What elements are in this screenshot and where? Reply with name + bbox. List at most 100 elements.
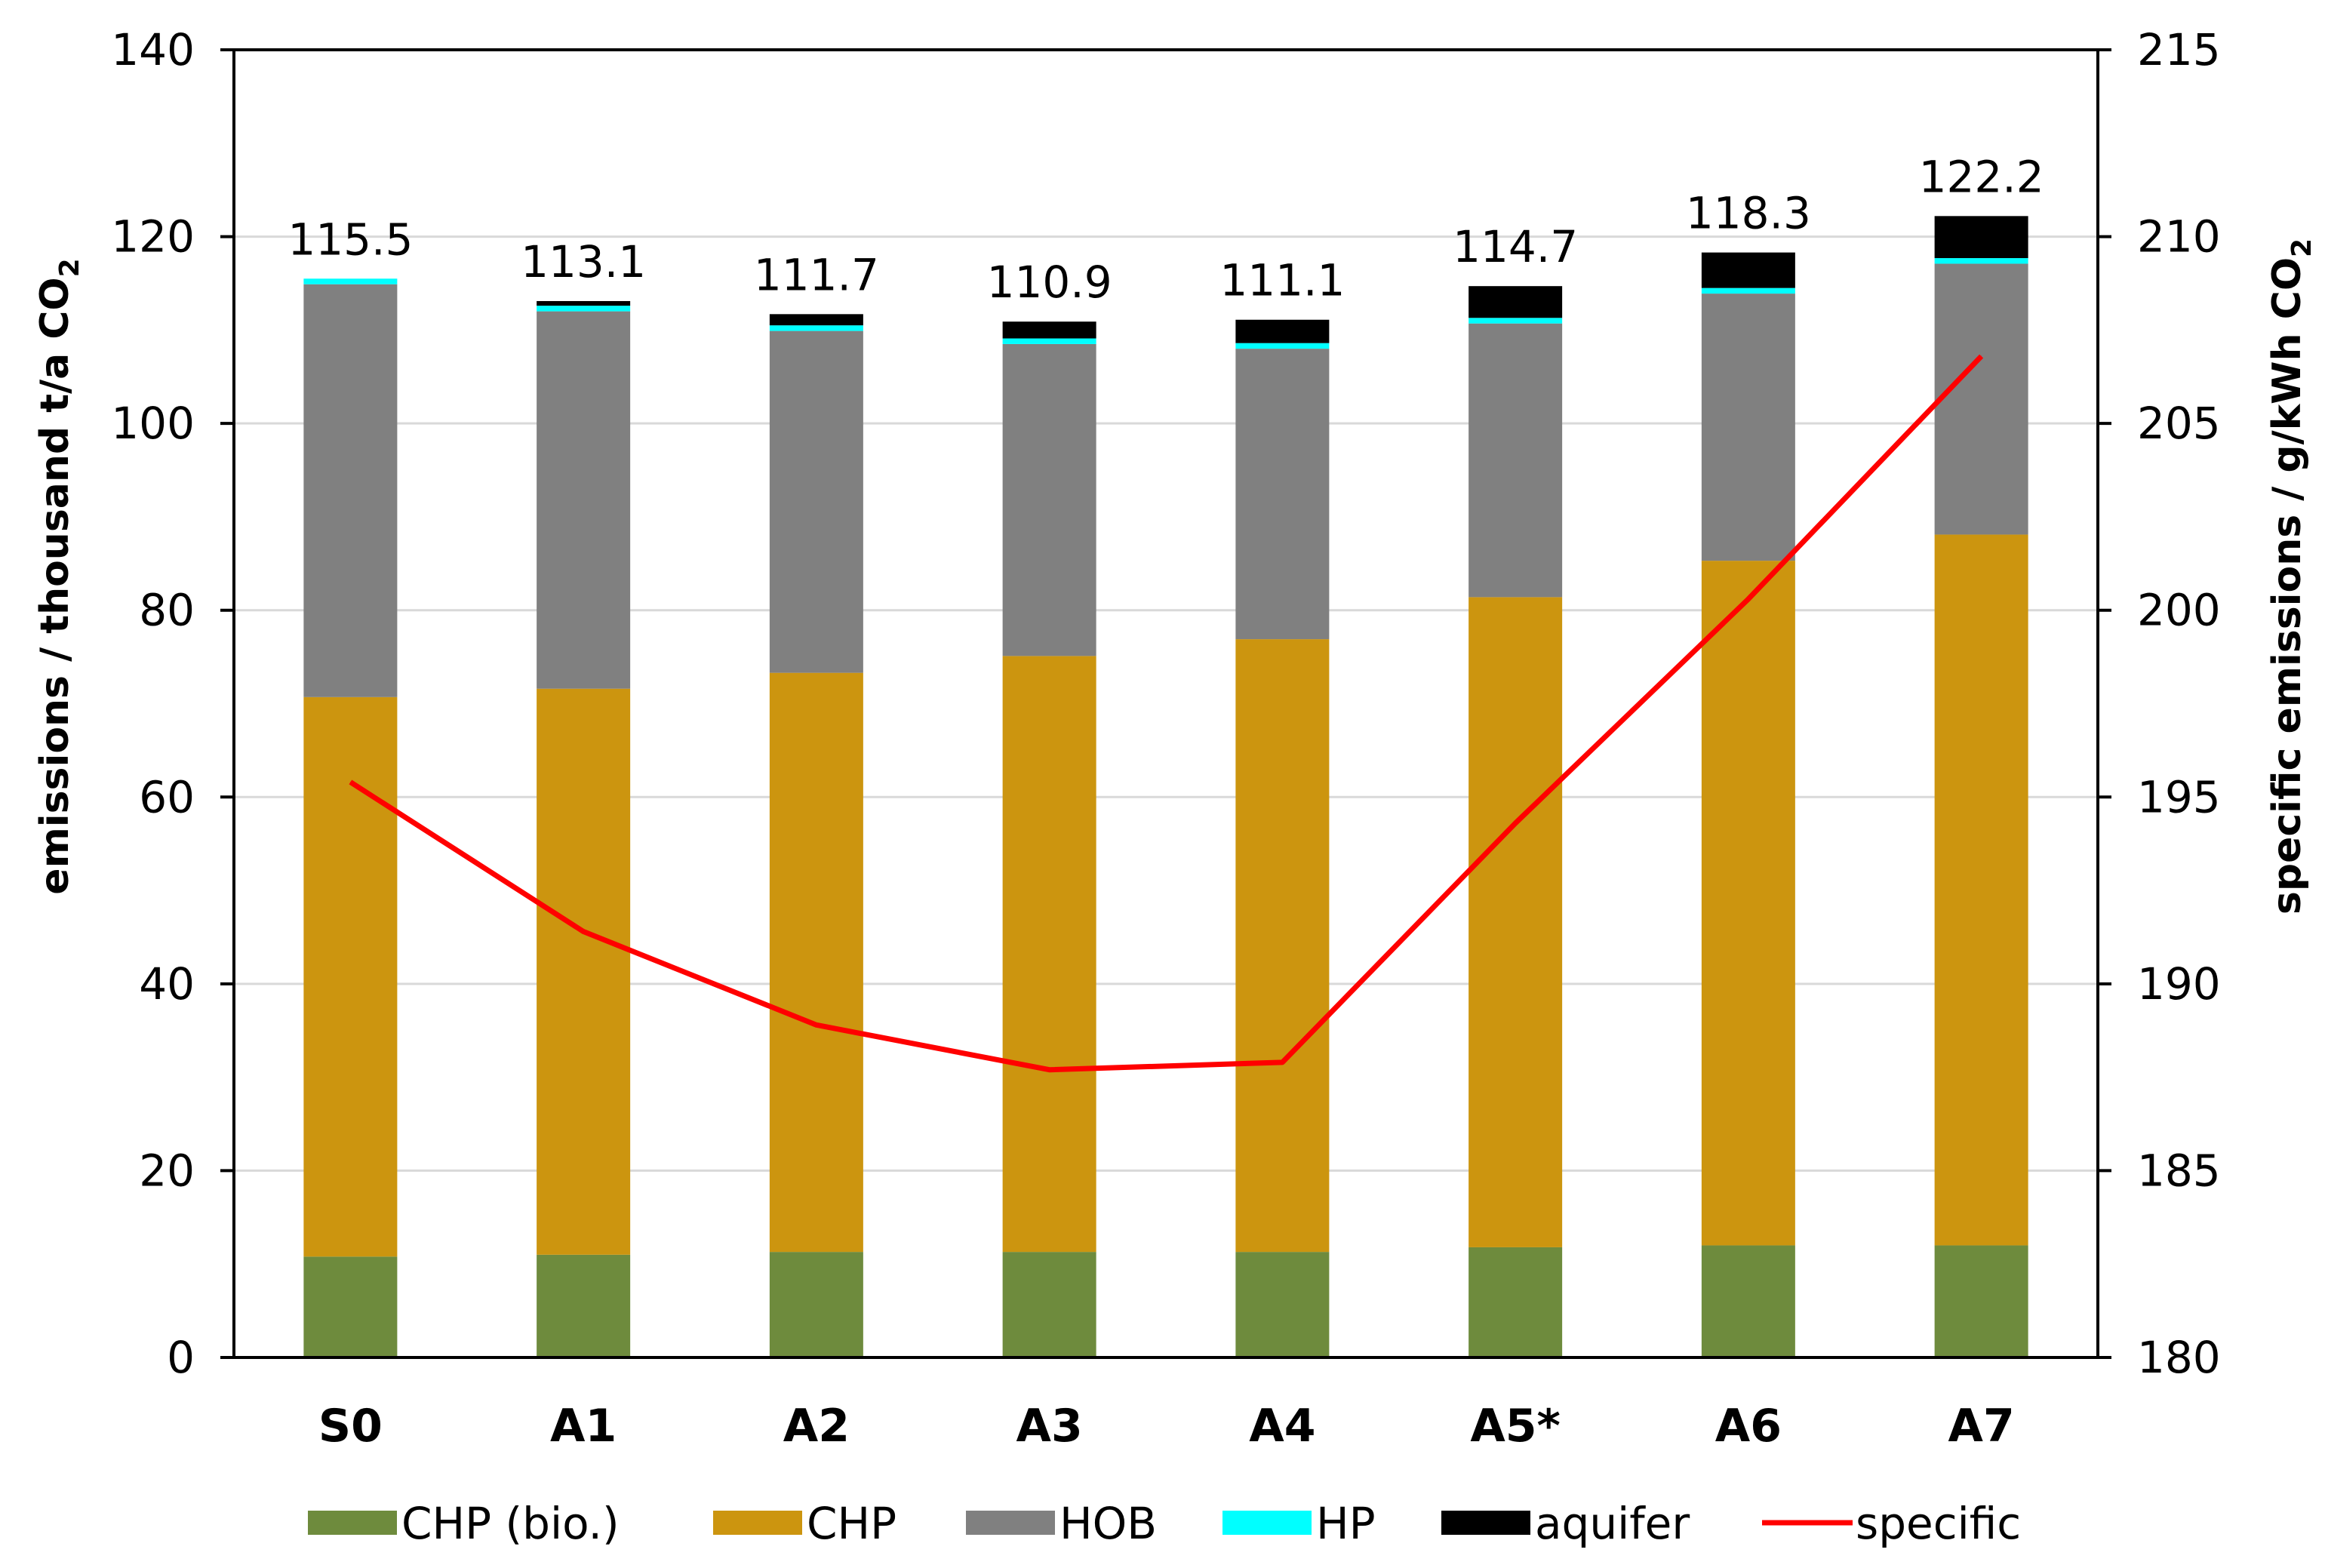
bar-a2-aquifer — [769, 314, 863, 326]
x-axis-categories: S0 A1 A2 A3 A4 A5* A6 A7 — [318, 1400, 2015, 1453]
bar-a1-aquifer — [537, 300, 631, 306]
y-axis-title: emissions / thousand t/a CO2 — [32, 258, 85, 894]
y-tick-label-20: 20 — [139, 1145, 195, 1196]
bar-stack-a7 — [1934, 216, 2028, 1357]
bar-a3-chp — [1002, 656, 1096, 1253]
y-tick-label-100: 100 — [111, 398, 195, 449]
legend-label-aquifer: aquifer — [1535, 1498, 1690, 1549]
bar-groups — [303, 216, 2028, 1357]
bar-a7-aquifer — [1934, 216, 2028, 259]
y-tick-label-40: 40 — [139, 958, 195, 1010]
legend-item-hob: HOB — [966, 1498, 1157, 1549]
bar-a5-chp — [1469, 597, 1563, 1247]
bar-a2-hob — [769, 331, 863, 673]
legend-swatch-aquifer — [1441, 1511, 1530, 1535]
category-label-a4: A4 — [1249, 1400, 1315, 1453]
bar-a1-chp — [537, 688, 631, 1255]
bar-a7-hob — [1934, 263, 2028, 535]
legend-item-hp: HP — [1222, 1498, 1376, 1549]
bar-a1-chp-bio — [537, 1254, 631, 1357]
bar-a2-hp — [769, 325, 863, 331]
specific-line — [349, 354, 1984, 1073]
y-tick-label-60: 60 — [139, 771, 195, 822]
total-label-a5: 114.7 — [1453, 221, 1578, 272]
plot-frame — [232, 48, 2099, 1359]
bar-a4-chp-bio — [1235, 1252, 1330, 1357]
bar-a6-chp — [1701, 561, 1795, 1246]
legend-label-chp: CHP — [807, 1498, 896, 1549]
specific-point-a3 — [1049, 1069, 1050, 1071]
bar-a5-hob — [1469, 323, 1563, 598]
bar-a3-hob — [1002, 343, 1096, 656]
legend-label-hp: HP — [1316, 1498, 1376, 1549]
bar-a3-aquifer — [1002, 321, 1096, 339]
category-label-a7: A7 — [1948, 1400, 2015, 1453]
bar-a3-chp-bio — [1002, 1252, 1096, 1357]
bar-s0-chp — [303, 696, 398, 1257]
bar-a7-chp — [1934, 534, 2028, 1246]
y2-tick-label-200: 200 — [2137, 585, 2221, 636]
bar-stack-a4 — [1235, 319, 1330, 1357]
bar-stack-a5 — [1469, 286, 1563, 1357]
legend-swatch-hob — [966, 1511, 1055, 1535]
bar-stack-a2 — [769, 314, 863, 1357]
y2-tick-label-210: 210 — [2137, 211, 2221, 263]
category-label-s0: S0 — [318, 1400, 383, 1453]
total-label-a2: 111.7 — [754, 249, 879, 300]
bar-a2-chp-bio — [769, 1252, 863, 1357]
category-label-a5: A5* — [1470, 1400, 1561, 1453]
total-label-a1: 113.1 — [521, 236, 646, 287]
plot-border — [232, 48, 2099, 1359]
bar-a6-hob — [1701, 294, 1795, 561]
y-tick-label-80: 80 — [139, 585, 195, 636]
category-label-a2: A2 — [783, 1400, 850, 1453]
bar-stack-a6 — [1701, 252, 1795, 1357]
y-axis-ticks: 0 20 40 60 80 100 120 140 — [111, 24, 234, 1383]
bar-a6-chp-bio — [1701, 1245, 1795, 1357]
bar-s0-hob — [303, 284, 398, 697]
bar-a5-chp-bio — [1469, 1247, 1563, 1357]
specific-point-a5 — [1515, 822, 1516, 824]
bar-stack-a1 — [537, 300, 631, 1357]
legend-swatch-chp-bio — [308, 1511, 397, 1535]
bar-a7-hp — [1934, 258, 2028, 264]
y2-tick-label-205: 205 — [2137, 398, 2221, 449]
bar-a3-hp — [1002, 338, 1096, 344]
y2-tick-label-185: 185 — [2137, 1145, 2221, 1196]
y-tick-label-140: 140 — [111, 24, 195, 75]
y2-axis-ticks: 180 185 190 195 200 205 210 215 — [2098, 24, 2221, 1383]
bar-a4-chp — [1235, 639, 1330, 1253]
bar-a6-aquifer — [1701, 252, 1795, 288]
total-labels: 115.5 113.1 111.7 110.9 111.1 114.7 118.3 122.2 — [288, 151, 2044, 308]
bar-stack-a3 — [1002, 321, 1096, 1357]
legend: CHP (bio.) CHP HOB HP aquifer specific — [308, 1498, 2021, 1549]
bar-a6-hp — [1701, 287, 1795, 294]
gridlines — [234, 48, 2098, 1172]
category-label-a1: A1 — [550, 1400, 617, 1453]
total-label-a7: 122.2 — [1919, 151, 2044, 202]
bar-s0-chp-bio — [303, 1256, 398, 1357]
specific-line-group — [349, 354, 1984, 1073]
category-label-a6: A6 — [1715, 1400, 1782, 1453]
legend-item-specific: specific — [1762, 1498, 2021, 1549]
total-label-a4: 111.1 — [1219, 255, 1345, 306]
category-label-a3: A3 — [1016, 1400, 1083, 1453]
specific-point-a7 — [1981, 355, 1982, 357]
y2-tick-label-180: 180 — [2137, 1332, 2221, 1383]
bar-a4-hp — [1235, 343, 1330, 349]
legend-item-aquifer: aquifer — [1441, 1498, 1690, 1549]
legend-label-hob: HOB — [1059, 1498, 1157, 1549]
total-label-a3: 110.9 — [987, 257, 1112, 308]
bar-a4-aquifer — [1235, 319, 1330, 343]
legend-item-chp: CHP — [713, 1498, 896, 1549]
bar-a4-hob — [1235, 349, 1330, 640]
total-label-a6: 118.3 — [1686, 188, 1811, 239]
y2-tick-label-215: 215 — [2137, 24, 2221, 75]
y2-tick-label-195: 195 — [2137, 771, 2221, 822]
legend-swatch-hp — [1222, 1511, 1312, 1535]
bar-a1-hp — [537, 306, 631, 312]
legend-label-specific: specific — [1856, 1498, 2021, 1549]
bar-a1-hob — [537, 311, 631, 689]
bar-a7-chp-bio — [1934, 1245, 2028, 1357]
bar-a5-aquifer — [1469, 286, 1563, 318]
